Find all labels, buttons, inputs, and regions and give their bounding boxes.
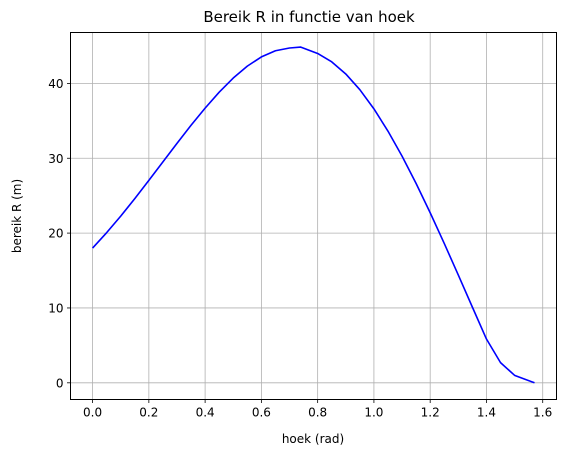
x-tick-label: 1.2 (421, 406, 440, 420)
axis-ticks: 0.0 0.2 0.4 0.6 0.8 1.0 1.2 1.4 1.6 0 10 20 30 40 (48, 77, 552, 420)
y-tick-label: 40 (48, 77, 63, 91)
x-tick-label: 1.0 (364, 406, 383, 420)
y-tick-label: 0 (56, 376, 64, 390)
y-tick-label: 10 (48, 301, 63, 315)
y-tick-label: 30 (48, 152, 63, 166)
grid-lines (71, 33, 557, 400)
series-line-R (93, 47, 535, 383)
x-tick-label: 0.0 (83, 406, 102, 420)
x-tick-label: 1.6 (533, 406, 552, 420)
x-tick-label: 0.4 (196, 406, 215, 420)
y-tick-label: 20 (48, 227, 63, 241)
chart-title: Bereik R in functie van hoek (203, 8, 415, 26)
x-tick-label: 0.6 (252, 406, 271, 420)
plot-series (93, 47, 535, 383)
x-tick-label: 1.4 (477, 406, 496, 420)
x-axis-label: hoek (rad) (282, 432, 344, 446)
x-tick-label: 0.8 (308, 406, 327, 420)
x-tick-label: 0.2 (139, 406, 158, 420)
plot-area-frame (71, 33, 557, 400)
y-axis-label: bereik R (m) (10, 179, 24, 253)
